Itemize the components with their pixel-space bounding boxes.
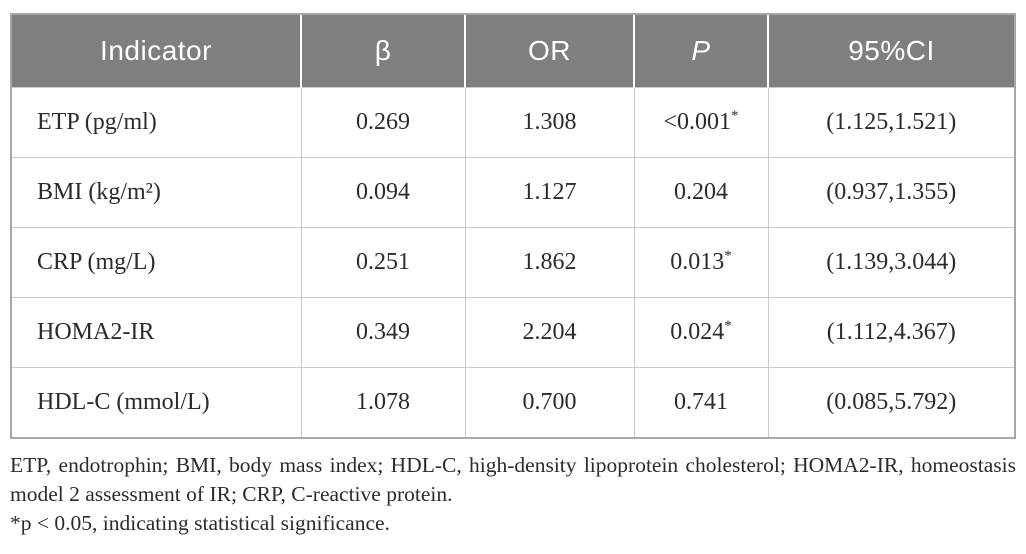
table-footnote: ETP, endotrophin; BMI, body mass index; … bbox=[10, 451, 1016, 538]
table-row: BMI (kg/m²) 0.094 1.127 0.204 (0.937,1.355) bbox=[12, 156, 1014, 228]
table-row: ETP (pg/ml) 0.269 1.308 <0.001* (1.125,1.521… bbox=[12, 86, 1014, 158]
column-header-ci: 95%CI bbox=[767, 15, 1014, 88]
cell-ci: (0.937,1.355) bbox=[767, 156, 1014, 228]
significance-star: * bbox=[724, 247, 732, 264]
footnote-abbreviations: ETP, endotrophin; BMI, body mass index; … bbox=[10, 453, 1016, 506]
cell-indicator: HDL-C (mmol/L) bbox=[12, 366, 302, 437]
cell-indicator: ETP (pg/ml) bbox=[12, 86, 302, 158]
cell-ci: (0.085,5.792) bbox=[767, 366, 1014, 437]
cell-or: 0.700 bbox=[464, 366, 635, 437]
cell-ci: (1.139,3.044) bbox=[767, 226, 1014, 298]
statistics-table-figure: Indicator β OR P 95%CI ETP (pg/ml) 0.269 1… bbox=[10, 13, 1016, 538]
cell-p: 0.013* bbox=[633, 226, 769, 298]
cell-indicator: CRP (mg/L) bbox=[12, 226, 302, 298]
cell-or: 1.308 bbox=[464, 86, 635, 158]
cell-p: 0.204 bbox=[633, 156, 769, 228]
significance-star: * bbox=[724, 317, 732, 334]
column-header-indicator: Indicator bbox=[12, 15, 301, 88]
cell-or: 1.862 bbox=[464, 226, 635, 298]
cell-beta: 0.094 bbox=[300, 156, 466, 228]
cell-p: <0.001* bbox=[633, 86, 769, 158]
cell-indicator: HOMA2-IR bbox=[12, 296, 302, 368]
cell-beta: 0.251 bbox=[300, 226, 466, 298]
cell-or: 1.127 bbox=[464, 156, 635, 228]
column-header-or: OR bbox=[464, 15, 634, 88]
cell-or: 2.204 bbox=[464, 296, 635, 368]
column-header-p: P bbox=[633, 15, 768, 88]
cell-indicator: BMI (kg/m²) bbox=[12, 156, 302, 228]
cell-beta: 0.269 bbox=[300, 86, 466, 158]
table-row: CRP (mg/L) 0.251 1.862 0.013* (1.139,3.044) bbox=[12, 226, 1014, 298]
table-row: HDL-C (mmol/L) 1.078 0.700 0.741 (0.085,5.79… bbox=[12, 366, 1014, 437]
cell-ci: (1.125,1.521) bbox=[767, 86, 1014, 158]
table-frame: Indicator β OR P 95%CI ETP (pg/ml) 0.269 1… bbox=[10, 13, 1016, 439]
table-row: HOMA2-IR 0.349 2.204 0.024* (1.112,4.367) bbox=[12, 296, 1014, 368]
header-row: Indicator β OR P 95%CI bbox=[12, 15, 1014, 88]
cell-beta: 1.078 bbox=[300, 366, 466, 437]
cell-p: 0.024* bbox=[633, 296, 769, 368]
footnote-significance: *p < 0.05, indicating statistical signif… bbox=[10, 511, 390, 535]
cell-p: 0.741 bbox=[633, 366, 769, 437]
cell-beta: 0.349 bbox=[300, 296, 466, 368]
regression-table: Indicator β OR P 95%CI ETP (pg/ml) 0.269 1… bbox=[12, 15, 1014, 437]
cell-ci: (1.112,4.367) bbox=[767, 296, 1014, 368]
significance-star: * bbox=[731, 107, 739, 124]
column-header-beta: β bbox=[300, 15, 465, 88]
